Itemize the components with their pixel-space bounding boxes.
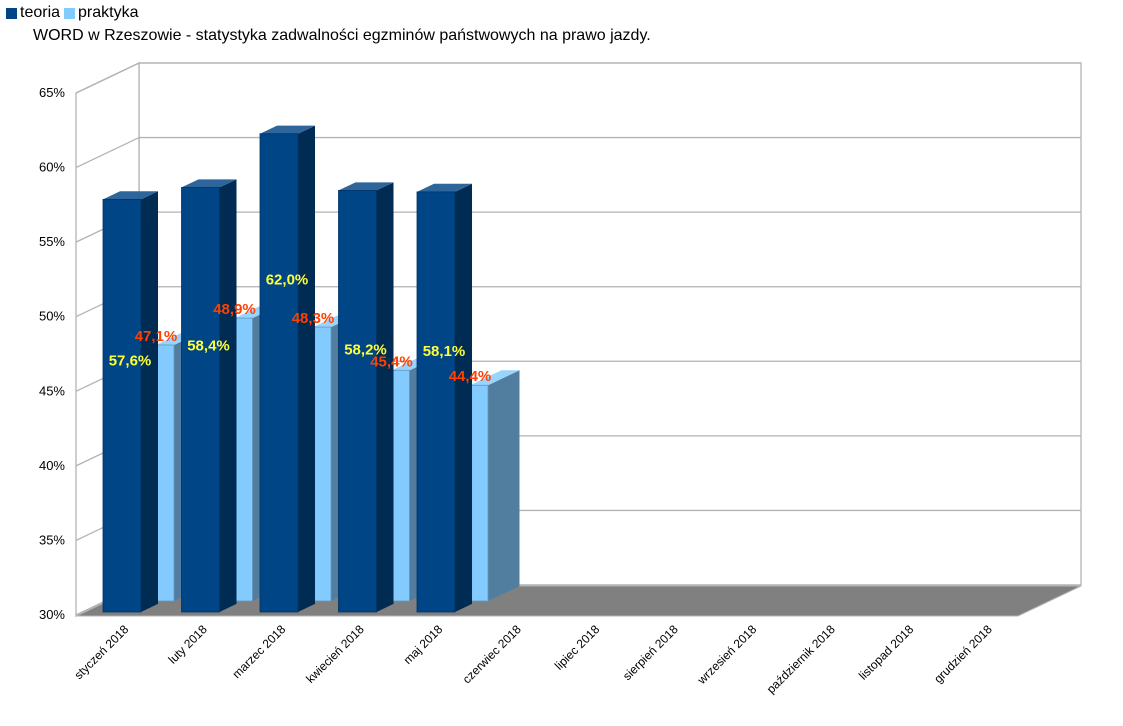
y-tick-label: 65%: [39, 85, 65, 100]
data-label-teoria: 58,1%: [423, 343, 466, 360]
gridline-side: [75, 62, 140, 94]
y-tick-label: 30%: [39, 607, 65, 622]
data-label-praktyka: 45,4%: [370, 353, 413, 370]
gridline-side: [75, 136, 140, 169]
x-tick-label: styczeń 2018: [71, 622, 131, 682]
chart-title: WORD w Rzeszowie - statystyka zadwalnośc…: [33, 27, 651, 44]
bar-teoria-side: [455, 183, 473, 612]
x-tick-label: luty 2018: [166, 622, 211, 667]
bar-teoria-side: [141, 191, 159, 612]
bar-praktyka-top: [470, 370, 520, 386]
bar-teoria: [416, 191, 456, 613]
data-label-praktyka: 48,9%: [213, 301, 256, 318]
x-tick-label: sierpień 2018: [620, 622, 681, 683]
bar-teoria-side: [298, 125, 316, 613]
bar-teoria-top: [103, 191, 159, 200]
x-tick-label: czerwiec 2018: [460, 622, 524, 686]
legend-swatch-teoria: [6, 7, 17, 19]
bar-teoria-top: [181, 179, 237, 188]
bar-praktyka: [312, 326, 332, 602]
data-label-teoria: 58,2%: [344, 341, 387, 358]
legend-label-teoria: teoria: [20, 4, 61, 21]
data-label-praktyka: 48,3%: [292, 310, 335, 327]
legend: teoria praktyka: [6, 3, 143, 23]
y-tick-label: 45%: [39, 383, 65, 398]
x-tick-label: marzec 2018: [229, 622, 288, 681]
x-tick-label: grudzień 2018: [931, 622, 995, 686]
bar-teoria-side: [219, 179, 237, 612]
bar-teoria: [181, 187, 220, 613]
x-tick-label: lipiec 2018: [552, 622, 603, 673]
y-tick-label: 50%: [39, 309, 65, 324]
x-tick-label: listopad 2018: [856, 622, 917, 683]
bar-praktyka: [155, 344, 175, 602]
legend-item-teoria: teoria: [6, 4, 60, 22]
bar-teoria-top: [338, 182, 394, 191]
bar-teoria: [259, 133, 299, 613]
bar-praktyka: [391, 369, 410, 602]
bar-praktyka-side: [488, 370, 520, 601]
data-label-teoria: 57,6%: [109, 352, 152, 369]
data-label-praktyka: 44,4%: [449, 368, 492, 385]
legend-label-praktyka: praktyka: [78, 4, 139, 21]
x-tick-label: kwiecień 2018: [303, 622, 367, 686]
bar-praktyka: [469, 384, 489, 602]
y-tick-label: 60%: [39, 160, 65, 175]
data-label-praktyka: 47,1%: [135, 328, 178, 345]
legend-swatch-praktyka: [64, 7, 76, 19]
bar-praktyka: [234, 317, 253, 602]
bar-teoria-top: [417, 183, 473, 192]
bar-teoria-top: [260, 125, 316, 134]
x-tick-label: wrzesień 2018: [694, 622, 760, 688]
bar-teoria-side: [376, 182, 394, 612]
bar-teoria: [338, 190, 377, 613]
bar-teoria: [102, 198, 142, 613]
x-tick-label: maj 2018: [401, 622, 446, 667]
data-label-teoria: 62,0%: [266, 271, 309, 288]
y-tick-label: 35%: [39, 532, 65, 547]
y-tick-label: 40%: [39, 458, 65, 473]
x-tick-label: październik 2018: [764, 622, 838, 696]
data-label-teoria: 58,4%: [187, 338, 230, 355]
y-tick-label: 55%: [39, 234, 65, 249]
legend-item-praktyka: praktyka: [64, 4, 139, 22]
